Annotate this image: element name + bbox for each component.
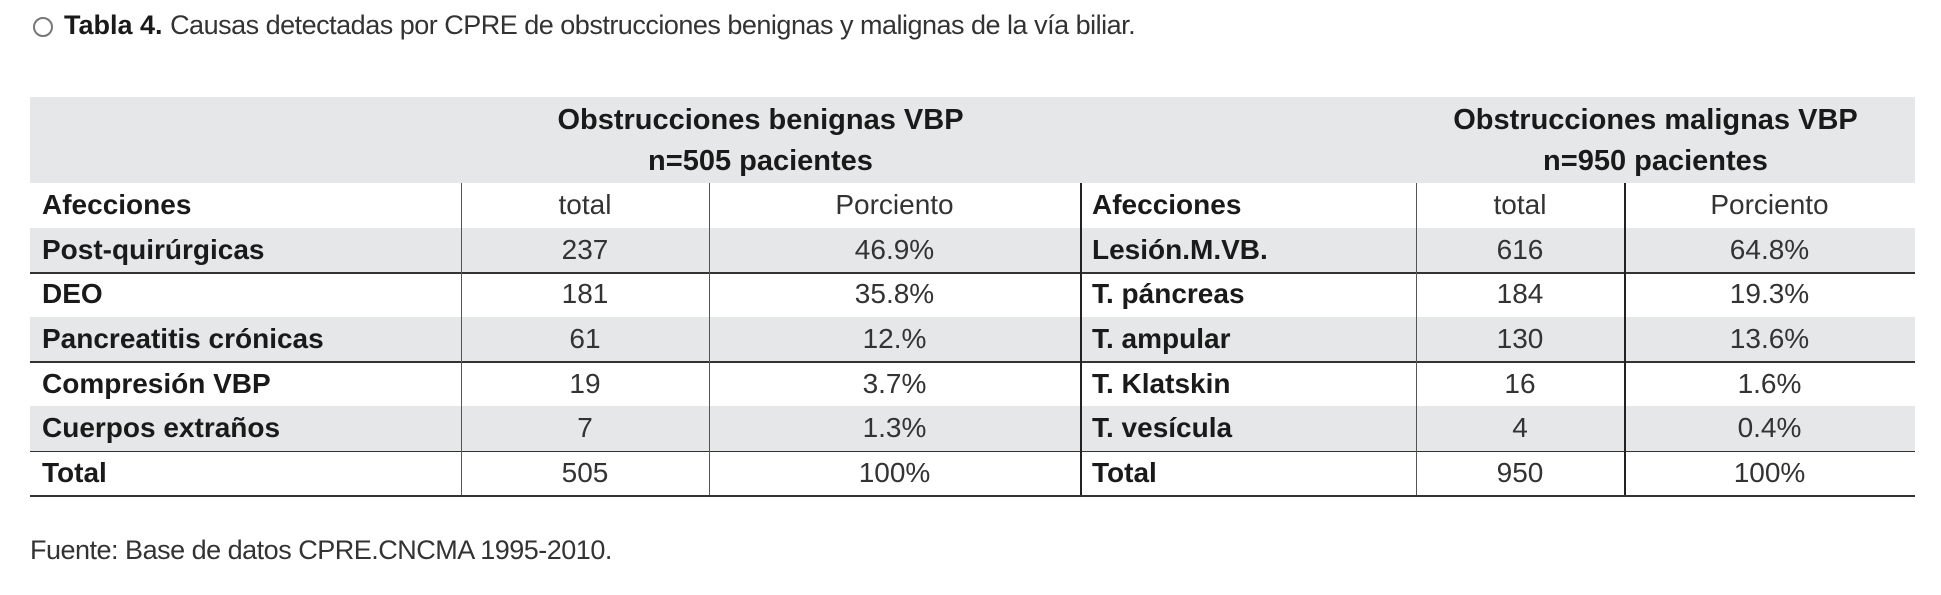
cell-value: 35.8% — [854, 278, 935, 310]
cell-value: 237 — [561, 233, 609, 265]
caption: Tabla 4. Causas detectadas por CPRE de o… — [64, 10, 1136, 41]
row-band — [30, 406, 1915, 451]
cell-value: 130 — [1496, 323, 1544, 355]
header-band — [30, 97, 1915, 183]
cell-value: 100% — [1733, 456, 1806, 488]
row-label: Compresión VBP — [42, 367, 271, 399]
row-band — [30, 316, 1915, 362]
cell-value: 46.9% — [854, 233, 935, 265]
row-label: T. Klatskin — [1092, 367, 1231, 399]
cell-value: 3.7% — [862, 367, 927, 399]
cell-value: 181 — [561, 278, 609, 310]
cell-value: 64.8% — [1729, 233, 1810, 265]
cell-value: 616 — [1496, 233, 1544, 265]
cell-value: 13.6% — [1729, 323, 1810, 355]
column-divider — [461, 183, 462, 496]
group-title: Obstrucciones benignas VBP — [557, 104, 964, 136]
row-label: T. páncreas — [1092, 278, 1245, 310]
cell-value: 100% — [858, 456, 931, 488]
row-line — [30, 495, 1915, 497]
row-label: Lesión.M.VB. — [1092, 233, 1268, 265]
column-header: Porciento — [1710, 189, 1829, 221]
cell-value: 19.3% — [1729, 278, 1810, 310]
column-header: Afecciones — [42, 189, 192, 221]
cell-value: 7 — [577, 412, 593, 444]
cell-value: 1.3% — [862, 412, 927, 444]
column-header: total — [558, 189, 612, 221]
bullet-icon — [33, 17, 53, 37]
cell-value: 4 — [1512, 412, 1528, 444]
cell-value: 950 — [1496, 456, 1544, 488]
row-label: Post-quirúrgicas — [42, 233, 265, 265]
cell-value: 61 — [569, 323, 601, 355]
column-header: Porciento — [835, 189, 954, 221]
column-header: total — [1493, 189, 1547, 221]
cell-value: 184 — [1496, 278, 1544, 310]
cell-value: 19 — [569, 367, 601, 399]
group-subtitle: n=505 pacientes — [648, 145, 873, 177]
column-divider — [1416, 183, 1417, 496]
column-header: Afecciones — [1092, 189, 1242, 221]
column-divider — [1624, 183, 1626, 496]
row-label: Total — [1092, 456, 1157, 488]
cell-value: 0.4% — [1737, 412, 1802, 444]
group-title: Obstrucciones malignas VBP — [1453, 104, 1858, 136]
footer: Fuente: Base de datos CPRE.CNCMA 1995-20… — [30, 535, 612, 565]
row-label: Cuerpos extraños — [42, 412, 281, 444]
row-label: Total — [42, 456, 107, 488]
row-line — [30, 272, 1915, 274]
row-label: T. ampular — [1092, 323, 1231, 355]
column-divider — [709, 183, 710, 496]
column-divider — [1080, 183, 1082, 496]
row-label: T. vesícula — [1092, 412, 1233, 444]
caption-text: Causas detectadas por CPRE de obstruccio… — [170, 10, 1136, 40]
row-line — [30, 361, 1915, 363]
row-band — [30, 227, 1915, 273]
group-subtitle: n=950 pacientes — [1543, 145, 1768, 177]
row-line — [30, 450, 1915, 453]
cell-value: 12.% — [862, 323, 927, 355]
caption-label: Tabla 4. — [64, 10, 163, 40]
cell-value: 16 — [1504, 367, 1536, 399]
cell-value: 1.6% — [1737, 367, 1802, 399]
row-label: DEO — [42, 278, 103, 310]
cell-value: 505 — [561, 456, 609, 488]
row-label: Pancreatitis crónicas — [42, 323, 324, 355]
